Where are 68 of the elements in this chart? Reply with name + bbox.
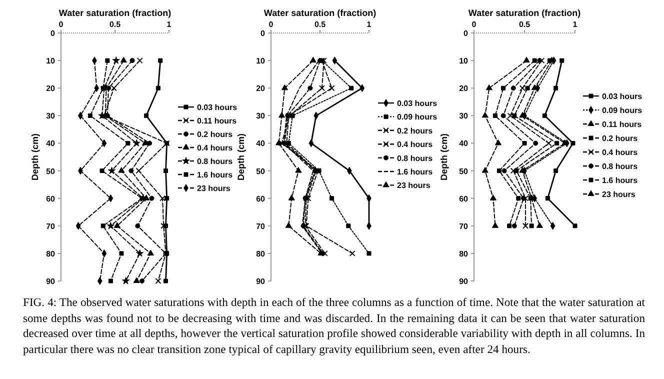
y-tick-label: 0	[464, 29, 469, 38]
legend-label: 0.2 hours	[397, 126, 434, 136]
y-tick-label: 30	[46, 112, 56, 121]
y-tick-label: 10	[459, 56, 469, 66]
y-tick-label: 70	[46, 222, 56, 231]
y-tick-label: 70	[459, 222, 469, 231]
y-tick-label: 50	[256, 166, 266, 176]
y-tick-label: 80	[459, 249, 469, 258]
y-tick-label: 0	[50, 29, 56, 38]
legend-label: 0.4 hours	[602, 148, 638, 157]
y-tick-label: 90	[459, 277, 469, 286]
x-tick-label: 0.5	[314, 20, 326, 29]
y-tick-label: 60	[256, 194, 266, 204]
legend-label: 0.4 hours	[397, 140, 434, 150]
legend-label: 0.09 hours	[397, 112, 438, 122]
legend-label: 23 hours	[397, 181, 431, 190]
y-tick-label: 20	[46, 84, 56, 94]
y-tick-label: 80	[256, 249, 266, 258]
legend-label: 0.8 hours	[197, 157, 234, 166]
y-tick-label: 70	[256, 222, 266, 231]
legend-label: 0.09 hours	[602, 106, 643, 115]
legend-label: 0.2 hours	[602, 134, 638, 143]
y-tick-label: 10	[256, 56, 266, 66]
y-tick-label: 60	[46, 194, 56, 204]
y-tick-label: 50	[46, 166, 56, 176]
legend-label: 0.03 hours	[197, 103, 238, 112]
y-tick-label: 40	[459, 139, 469, 148]
y-tick-label: 90	[46, 277, 56, 286]
legend-label: 0.2 hours	[197, 130, 234, 139]
legend-label: 1.6 hours	[397, 168, 434, 176]
x-axis-title: Water saturation (fraction)	[58, 8, 172, 18]
x-tick-label: 1	[366, 20, 372, 29]
x-tick-label: 0	[268, 20, 274, 29]
x-tick-label: 0	[472, 20, 477, 29]
y-tick-label: 0	[260, 29, 266, 38]
caption: FIG. 4: The observed water saturations with depth in each of the three columns as a function of time. Note that the water saturation at some depths was found not to be decreasing with time and was discarded. In the remaining data it can be seen that water saturation decreased over time at all depths, however the vertical saturation profile showed considerable variability with depth in all columns. In particular there was no clear transition zone typical of capillary gravity equilibrium seen, even after 24 hours.	[23, 295, 645, 357]
legend-label: 1.6 hours	[602, 176, 638, 185]
y-tick-label: 30	[256, 112, 266, 121]
legend-label: 0.8 hours	[602, 162, 638, 171]
y-tick-label: 10	[46, 56, 56, 66]
legend-label: 0.03 hours	[397, 99, 438, 108]
legend-label: 0.11 hours	[602, 120, 642, 129]
y-tick-label: 30	[459, 112, 469, 121]
y-tick-label: 20	[459, 84, 469, 94]
x-tick-label: 0.5	[518, 20, 531, 29]
legend-label: 0.8 hours	[397, 154, 434, 163]
x-axis-title: Water saturation (fraction)	[468, 8, 581, 18]
y-tick-label: 60	[459, 194, 469, 204]
y-tick-label: 40	[46, 139, 56, 148]
legend-label: 23 hours	[197, 184, 231, 193]
y-tick-label: 50	[459, 166, 469, 176]
legend-label: 0.4 hours	[197, 144, 234, 152]
legend-label: 1.6 hours	[197, 170, 234, 180]
x-tick-label: 1	[166, 20, 172, 29]
x-tick-label: 0	[58, 20, 64, 29]
x-axis-title: Water saturation (fraction)	[264, 8, 376, 18]
y-tick-label: 90	[256, 277, 266, 286]
legend-label: 0.03 hours	[602, 92, 643, 101]
legend-label: 23 hours	[602, 190, 636, 199]
y-tick-label: 40	[256, 139, 266, 148]
y-tick-label: 20	[256, 84, 266, 94]
x-tick-label: 0.5	[109, 20, 122, 29]
y-axis-title: Depth (cm)	[30, 134, 40, 180]
y-tick-label: 80	[46, 249, 56, 258]
x-tick-label: 1	[572, 20, 578, 29]
legend-label: 0.11 hours	[197, 116, 238, 126]
y-axis-title: Depth (cm)	[439, 134, 449, 180]
y-axis-title: Depth (cm)	[236, 134, 246, 180]
